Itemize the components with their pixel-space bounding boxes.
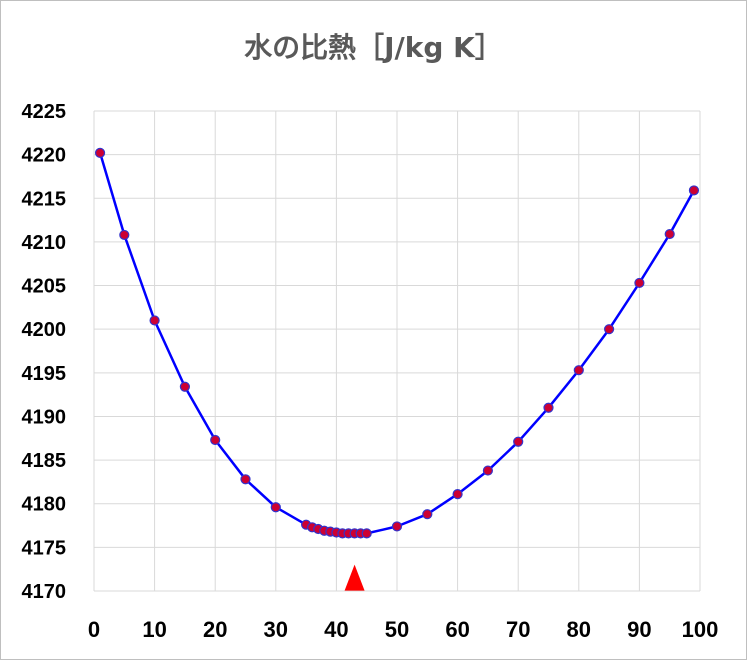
grid-lines xyxy=(93,110,701,592)
x-tick-label: 60 xyxy=(445,617,469,642)
y-tick-label: 4200 xyxy=(22,319,67,341)
data-point xyxy=(482,465,493,476)
x-tick-label: 10 xyxy=(142,617,166,642)
chart-title: 水の比熱［J/kg K］ xyxy=(244,31,503,64)
x-tick-label: 80 xyxy=(567,617,591,642)
data-point xyxy=(240,474,251,485)
data-point xyxy=(179,381,190,392)
data-point xyxy=(543,402,554,413)
data-point xyxy=(94,147,106,158)
minimum-marker-triangle xyxy=(344,564,365,591)
x-tick-label: 90 xyxy=(627,617,651,642)
y-tick-label: 4185 xyxy=(22,450,67,472)
data-point xyxy=(149,315,160,326)
y-tick-label: 4225 xyxy=(22,101,67,123)
data-point xyxy=(573,365,584,376)
y-tick-label: 4205 xyxy=(22,276,67,298)
data-point xyxy=(688,185,700,196)
data-point xyxy=(210,434,221,446)
x-tick-label: 0 xyxy=(88,617,100,642)
y-tick-label: 4210 xyxy=(22,232,67,254)
x-tick-label: 100 xyxy=(682,617,719,642)
x-tick-label: 30 xyxy=(264,617,288,642)
y-axis-ticks: 4170 4175 4180 4185 4190 4195 4200 4205 4210 4215… xyxy=(22,101,67,603)
data-point xyxy=(270,502,281,513)
y-tick-label: 4195 xyxy=(22,363,67,385)
y-tick-label: 4215 xyxy=(22,188,67,210)
data-point xyxy=(603,324,615,335)
y-tick-label: 4220 xyxy=(22,145,67,167)
data-point xyxy=(452,489,463,500)
x-axis-ticks: 0 10 20 30 40 50 60 70 80 90 100 xyxy=(88,617,718,642)
annotations xyxy=(344,564,365,591)
data-point xyxy=(634,277,645,289)
data-point xyxy=(119,229,130,241)
data-point xyxy=(664,228,675,240)
y-tick-label: 4175 xyxy=(22,537,67,559)
data-point xyxy=(391,521,403,532)
x-tick-label: 40 xyxy=(324,617,348,642)
x-tick-label: 20 xyxy=(203,617,227,642)
y-tick-label: 4190 xyxy=(22,406,67,428)
x-tick-label: 50 xyxy=(385,617,409,642)
data-series xyxy=(94,147,700,539)
data-point xyxy=(361,528,372,539)
x-tick-label: 70 xyxy=(506,617,530,642)
y-tick-label: 4180 xyxy=(22,494,67,516)
data-point xyxy=(513,436,524,447)
y-tick-label: 4170 xyxy=(22,581,67,603)
data-point xyxy=(422,509,433,520)
